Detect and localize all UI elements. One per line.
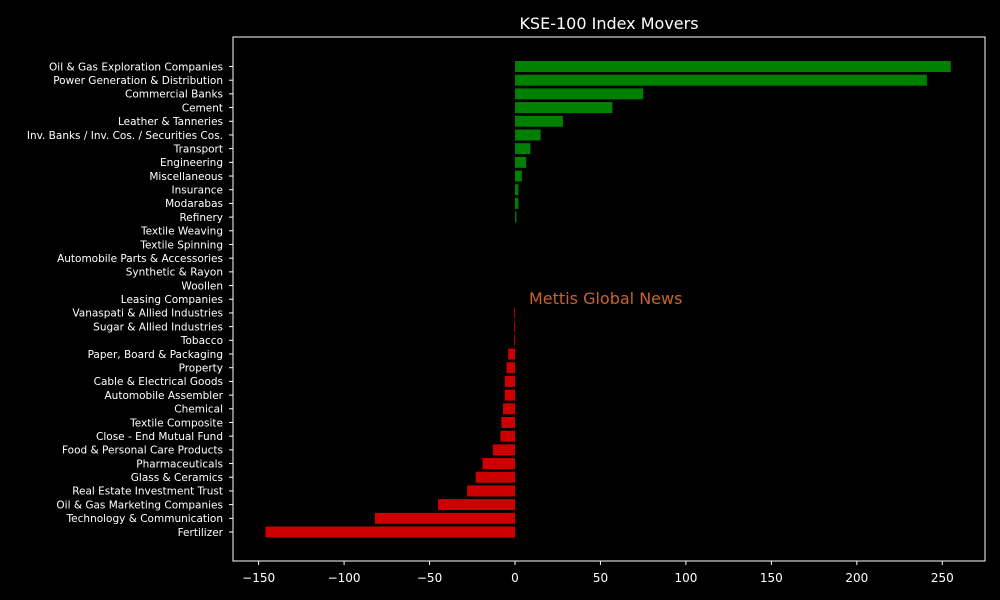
category-label: Cement: [182, 102, 223, 114]
bar: [515, 61, 951, 72]
bar: [374, 512, 515, 524]
x-tick-label: 50: [593, 571, 608, 585]
category-label: Glass & Ceramics: [131, 472, 223, 484]
x-axis-ticks: −150 −100 −50 0 50 100 150 200 250: [242, 561, 954, 585]
category-label: Refinery: [179, 212, 223, 224]
bar: [504, 389, 515, 401]
category-label: Textile Weaving: [140, 226, 223, 238]
bar: [506, 362, 515, 374]
category-label: Close - End Mutual Fund: [96, 431, 223, 443]
bar: [500, 430, 515, 442]
bar: [515, 184, 519, 196]
category-label: Woollen: [181, 280, 223, 292]
x-tick-label: −150: [242, 571, 275, 585]
category-label: Modarabas: [165, 198, 223, 210]
watermark-text: Mettis Global News: [529, 289, 682, 308]
bar: [515, 129, 541, 141]
category-label: Miscellaneous: [149, 171, 223, 183]
bar: [515, 197, 519, 209]
category-label: Paper, Board & Packaging: [88, 349, 223, 361]
category-label: Inv. Banks / Inv. Cos. / Securities Cos.: [27, 130, 223, 142]
category-label: Property: [179, 363, 223, 375]
category-label: Power Generation & Distribution: [53, 75, 223, 87]
bar: [265, 526, 515, 538]
x-tick-label: 100: [674, 571, 697, 585]
bar: [438, 499, 515, 511]
bar: [515, 74, 927, 86]
bar: [515, 88, 644, 100]
bar: [467, 485, 515, 497]
category-label: Pharmaceuticals: [136, 458, 223, 470]
category-label: Textile Composite: [129, 417, 223, 429]
bar: [514, 334, 515, 346]
x-tick-label: 200: [845, 571, 868, 585]
category-label: Tobacco: [180, 335, 223, 347]
category-label: Engineering: [160, 157, 223, 169]
bar: [514, 307, 515, 319]
category-label: Vanaspati & Allied Industries: [72, 308, 223, 320]
category-labels: Oil & Gas Exploration Companies Power Gen…: [27, 61, 233, 539]
category-label: Automobile Assembler: [105, 390, 224, 402]
category-label: Automobile Parts & Accessories: [57, 253, 223, 265]
category-label: Oil & Gas Marketing Companies: [56, 499, 223, 511]
category-label: Food & Personal Care Products: [62, 445, 223, 457]
bar: [482, 458, 515, 470]
bars-group: [265, 61, 951, 538]
category-label: Chemical: [174, 404, 223, 416]
x-tick-label: 250: [931, 571, 954, 585]
x-tick-label: 150: [760, 571, 783, 585]
category-label: Textile Spinning: [139, 239, 223, 251]
bar: [504, 375, 515, 387]
category-label: Fertilizer: [178, 527, 224, 539]
category-label: Sugar & Allied Industries: [93, 321, 223, 333]
category-label: Leather & Tanneries: [118, 116, 223, 128]
bar: [492, 444, 515, 456]
bar: [503, 403, 515, 415]
bar: [515, 115, 563, 127]
bar: [515, 211, 517, 223]
category-label: Oil & Gas Exploration Companies: [49, 61, 223, 73]
bar: [515, 170, 522, 182]
category-label: Cable & Electrical Goods: [94, 376, 223, 388]
category-label: Transport: [173, 143, 223, 155]
category-label: Technology & Communication: [66, 513, 223, 525]
bar: [515, 143, 531, 155]
category-label: Real Estate Investment Trust: [72, 486, 223, 498]
bar: [508, 348, 515, 360]
bar: [501, 416, 515, 428]
chart-title: KSE-100 Index Movers: [519, 14, 698, 33]
category-label: Synthetic & Rayon: [126, 267, 223, 279]
bar: [515, 102, 613, 114]
x-tick-label: −100: [328, 571, 361, 585]
x-tick-label: 0: [511, 571, 519, 585]
category-label: Insurance: [171, 185, 223, 197]
bar: [515, 156, 527, 168]
bar: [514, 321, 515, 333]
category-label: Commercial Banks: [125, 89, 223, 101]
bar: [475, 471, 515, 483]
category-label: Leasing Companies: [121, 294, 223, 306]
x-tick-label: −50: [417, 571, 442, 585]
